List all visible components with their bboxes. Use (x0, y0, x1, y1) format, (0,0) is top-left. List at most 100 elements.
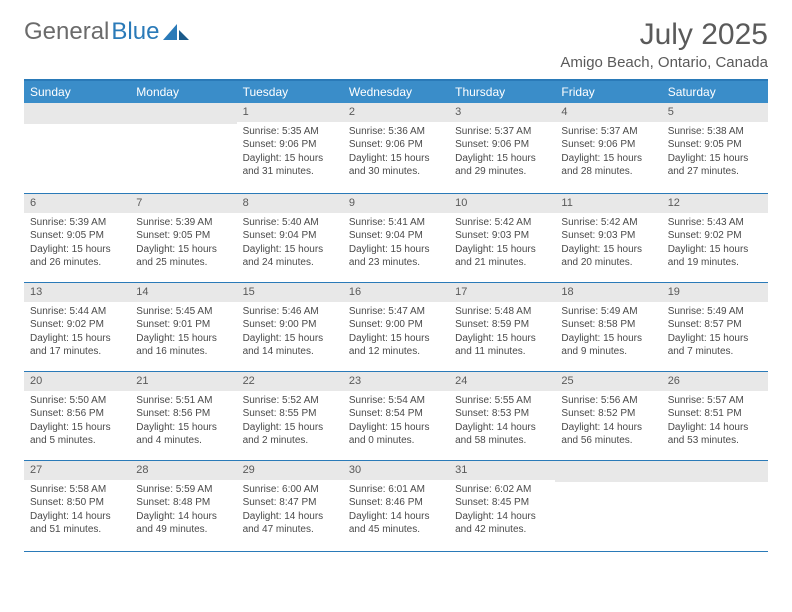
day-number: 1 (237, 103, 343, 122)
week-row: 20Sunrise: 5:50 AMSunset: 8:56 PMDayligh… (24, 372, 768, 461)
sunrise-text: Sunrise: 5:35 AM (243, 125, 337, 139)
day-cell: 24Sunrise: 5:55 AMSunset: 8:53 PMDayligh… (449, 372, 555, 460)
daylight-text: Daylight: 15 hours and 11 minutes. (455, 332, 549, 359)
day-cell: 26Sunrise: 5:57 AMSunset: 8:51 PMDayligh… (662, 372, 768, 460)
day-content (662, 482, 768, 551)
day-content: Sunrise: 6:02 AMSunset: 8:45 PMDaylight:… (449, 480, 555, 543)
day-cell (130, 103, 236, 193)
sunrise-text: Sunrise: 5:44 AM (30, 305, 124, 319)
day-number: 6 (24, 194, 130, 213)
sunset-text: Sunset: 8:56 PM (30, 407, 124, 421)
daylight-text: Daylight: 14 hours and 58 minutes. (455, 421, 549, 448)
day-header-wed: Wednesday (343, 81, 449, 103)
day-content: Sunrise: 5:42 AMSunset: 9:03 PMDaylight:… (555, 213, 661, 276)
day-cell: 15Sunrise: 5:46 AMSunset: 9:00 PMDayligh… (237, 283, 343, 371)
day-number: 2 (343, 103, 449, 122)
day-cell: 16Sunrise: 5:47 AMSunset: 9:00 PMDayligh… (343, 283, 449, 371)
day-content: Sunrise: 5:57 AMSunset: 8:51 PMDaylight:… (662, 391, 768, 454)
week-row: 13Sunrise: 5:44 AMSunset: 9:02 PMDayligh… (24, 283, 768, 372)
day-cell: 11Sunrise: 5:42 AMSunset: 9:03 PMDayligh… (555, 194, 661, 282)
day-cell: 5Sunrise: 5:38 AMSunset: 9:05 PMDaylight… (662, 103, 768, 193)
sunrise-text: Sunrise: 5:46 AM (243, 305, 337, 319)
calendar-page: General Blue July 2025 Amigo Beach, Onta… (0, 0, 792, 612)
day-number: 8 (237, 194, 343, 213)
sunset-text: Sunset: 8:45 PM (455, 496, 549, 510)
sunrise-text: Sunrise: 5:42 AM (455, 216, 549, 230)
daylight-text: Daylight: 15 hours and 14 minutes. (243, 332, 337, 359)
sunrise-text: Sunrise: 5:49 AM (668, 305, 762, 319)
sunrise-text: Sunrise: 5:36 AM (349, 125, 443, 139)
sunrise-text: Sunrise: 6:02 AM (455, 483, 549, 497)
day-number: 27 (24, 461, 130, 480)
sunrise-text: Sunrise: 6:00 AM (243, 483, 337, 497)
day-number: 29 (237, 461, 343, 480)
day-cell: 30Sunrise: 6:01 AMSunset: 8:46 PMDayligh… (343, 461, 449, 551)
day-number: 18 (555, 283, 661, 302)
sunset-text: Sunset: 9:05 PM (136, 229, 230, 243)
sunrise-text: Sunrise: 6:01 AM (349, 483, 443, 497)
logo-text-2: Blue (111, 18, 159, 46)
day-number: 5 (662, 103, 768, 122)
daylight-text: Daylight: 15 hours and 31 minutes. (243, 152, 337, 179)
day-cell: 14Sunrise: 5:45 AMSunset: 9:01 PMDayligh… (130, 283, 236, 371)
sunrise-text: Sunrise: 5:47 AM (349, 305, 443, 319)
day-number: 30 (343, 461, 449, 480)
sunset-text: Sunset: 8:47 PM (243, 496, 337, 510)
day-content (130, 124, 236, 193)
sunset-text: Sunset: 8:52 PM (561, 407, 655, 421)
daylight-text: Daylight: 15 hours and 28 minutes. (561, 152, 655, 179)
sunset-text: Sunset: 8:48 PM (136, 496, 230, 510)
day-cell: 10Sunrise: 5:42 AMSunset: 9:03 PMDayligh… (449, 194, 555, 282)
day-content: Sunrise: 5:37 AMSunset: 9:06 PMDaylight:… (555, 122, 661, 185)
day-number: 28 (130, 461, 236, 480)
day-content: Sunrise: 5:49 AMSunset: 8:58 PMDaylight:… (555, 302, 661, 365)
day-number (662, 461, 768, 482)
day-number: 16 (343, 283, 449, 302)
day-cell: 3Sunrise: 5:37 AMSunset: 9:06 PMDaylight… (449, 103, 555, 193)
daylight-text: Daylight: 14 hours and 47 minutes. (243, 510, 337, 537)
day-cell: 12Sunrise: 5:43 AMSunset: 9:02 PMDayligh… (662, 194, 768, 282)
sunset-text: Sunset: 9:02 PM (30, 318, 124, 332)
sunrise-text: Sunrise: 5:54 AM (349, 394, 443, 408)
daylight-text: Daylight: 15 hours and 5 minutes. (30, 421, 124, 448)
logo-sail-icon (163, 22, 189, 42)
day-cell: 21Sunrise: 5:51 AMSunset: 8:56 PMDayligh… (130, 372, 236, 460)
day-number: 24 (449, 372, 555, 391)
day-content: Sunrise: 5:44 AMSunset: 9:02 PMDaylight:… (24, 302, 130, 365)
day-header-tue: Tuesday (237, 81, 343, 103)
day-cell: 23Sunrise: 5:54 AMSunset: 8:54 PMDayligh… (343, 372, 449, 460)
day-content: Sunrise: 5:37 AMSunset: 9:06 PMDaylight:… (449, 122, 555, 185)
day-cell: 28Sunrise: 5:59 AMSunset: 8:48 PMDayligh… (130, 461, 236, 551)
sunset-text: Sunset: 8:57 PM (668, 318, 762, 332)
sunset-text: Sunset: 9:03 PM (455, 229, 549, 243)
sunset-text: Sunset: 8:46 PM (349, 496, 443, 510)
day-cell: 25Sunrise: 5:56 AMSunset: 8:52 PMDayligh… (555, 372, 661, 460)
daylight-text: Daylight: 14 hours and 53 minutes. (668, 421, 762, 448)
location-text: Amigo Beach, Ontario, Canada (560, 54, 768, 71)
day-content (555, 482, 661, 551)
sunset-text: Sunset: 8:56 PM (136, 407, 230, 421)
day-content: Sunrise: 6:00 AMSunset: 8:47 PMDaylight:… (237, 480, 343, 543)
sunset-text: Sunset: 8:58 PM (561, 318, 655, 332)
day-cell: 13Sunrise: 5:44 AMSunset: 9:02 PMDayligh… (24, 283, 130, 371)
sunset-text: Sunset: 8:50 PM (30, 496, 124, 510)
day-number: 25 (555, 372, 661, 391)
page-header: General Blue July 2025 Amigo Beach, Onta… (24, 18, 768, 71)
calendar-grid: Sunday Monday Tuesday Wednesday Thursday… (24, 79, 768, 552)
day-number (130, 103, 236, 124)
daylight-text: Daylight: 15 hours and 19 minutes. (668, 243, 762, 270)
day-content: Sunrise: 5:40 AMSunset: 9:04 PMDaylight:… (237, 213, 343, 276)
day-content: Sunrise: 5:46 AMSunset: 9:00 PMDaylight:… (237, 302, 343, 365)
daylight-text: Daylight: 14 hours and 49 minutes. (136, 510, 230, 537)
day-cell: 27Sunrise: 5:58 AMSunset: 8:50 PMDayligh… (24, 461, 130, 551)
week-row: 27Sunrise: 5:58 AMSunset: 8:50 PMDayligh… (24, 461, 768, 552)
daylight-text: Daylight: 15 hours and 12 minutes. (349, 332, 443, 359)
day-number: 21 (130, 372, 236, 391)
day-number: 3 (449, 103, 555, 122)
daylight-text: Daylight: 15 hours and 25 minutes. (136, 243, 230, 270)
daylight-text: Daylight: 15 hours and 4 minutes. (136, 421, 230, 448)
day-cell: 19Sunrise: 5:49 AMSunset: 8:57 PMDayligh… (662, 283, 768, 371)
sunrise-text: Sunrise: 5:39 AM (136, 216, 230, 230)
daylight-text: Daylight: 15 hours and 23 minutes. (349, 243, 443, 270)
day-content (24, 124, 130, 193)
